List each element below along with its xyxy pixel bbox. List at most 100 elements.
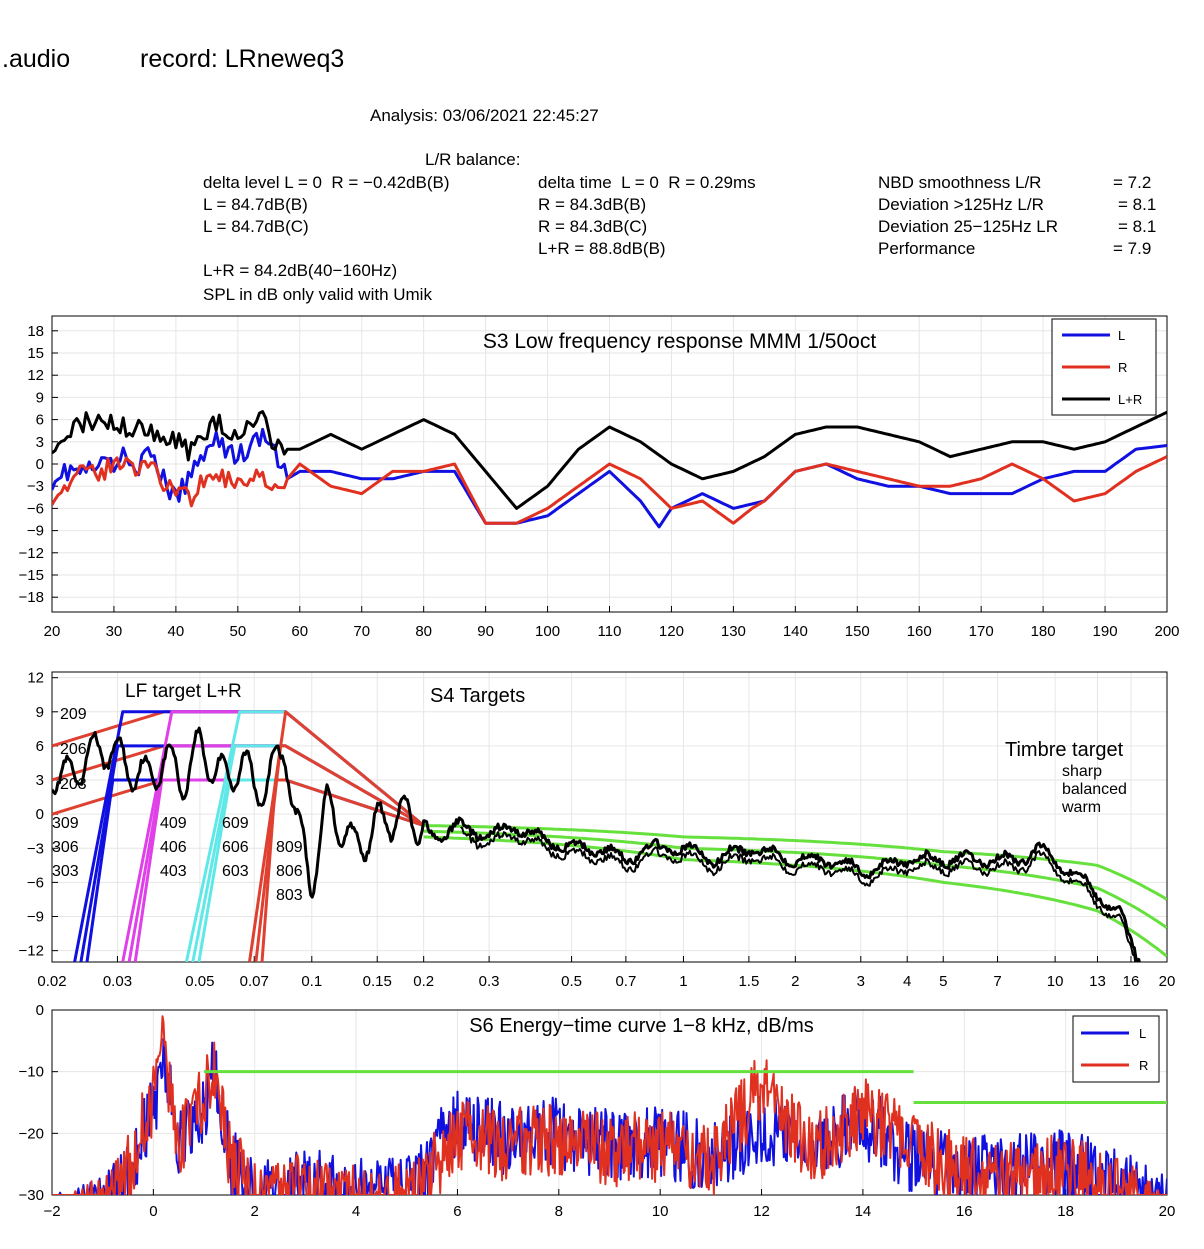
x-tick-label: 0.5 — [561, 973, 582, 990]
level-label-600: 609 — [222, 815, 249, 832]
rolloff-800 — [260, 778, 425, 962]
rolloff-800 — [254, 744, 425, 962]
x-tick-label: 0.2 — [413, 973, 434, 990]
series-line-lrplus — [52, 726, 1141, 962]
y-tick-label: −9 — [27, 523, 44, 540]
x-tick-label: 16 — [956, 1203, 973, 1220]
x-tick-label: 6 — [453, 1203, 461, 1220]
x-tick-label: 8 — [555, 1203, 563, 1220]
x-tick-label: 110 — [598, 623, 622, 640]
x-tick-label: 0.02 — [37, 973, 66, 990]
x-tick-label: 12 — [753, 1203, 770, 1220]
record-name: record: LRneweq3 — [140, 45, 345, 73]
col2-line: R = 84.3dB(C) — [538, 217, 648, 236]
y-tick-label: 3 — [36, 772, 44, 789]
y-tick-label: −30 — [19, 1187, 44, 1204]
y-tick-label: −6 — [27, 500, 44, 517]
lr-level: L+R = 84.2dB(40−160Hz) — [203, 261, 398, 280]
col1-line: L = 84.7dB(C) — [203, 217, 309, 236]
x-tick-label: −2 — [43, 1203, 60, 1220]
series-line-lrplus-alt — [460, 826, 1137, 962]
x-tick-label: 20 — [1159, 973, 1176, 990]
y-tick-label: 15 — [27, 345, 44, 362]
legend-label: R — [1139, 1058, 1148, 1073]
plot-border — [51, 671, 1168, 963]
series-line-r — [52, 1015, 1167, 1195]
timbre-balanced — [423, 829, 1167, 930]
y-tick-label: −15 — [19, 567, 44, 584]
y-tick-label: −9 — [27, 909, 44, 926]
chart-title: S6 Energy−time curve 1−8 kHz, dB/ms — [469, 1015, 814, 1037]
series-line-l — [52, 427, 1167, 529]
x-tick-label: 90 — [477, 623, 494, 640]
x-tick-label: 10 — [1047, 973, 1064, 990]
x-tick-label: 0.15 — [363, 973, 392, 990]
x-tick-label: 20 — [44, 623, 61, 640]
y-tick-label: 0 — [36, 1002, 44, 1019]
y-tick-label: 6 — [36, 738, 44, 755]
y-tick-label: 3 — [36, 434, 44, 451]
legend-label: L+R — [1118, 392, 1142, 407]
x-tick-label: 3 — [857, 973, 865, 990]
spl-note: SPL in dB only valid with Umik — [203, 285, 432, 304]
x-tick-label: 190 — [1093, 623, 1118, 640]
plot-frame — [51, 671, 1168, 963]
x-tick-label: 50 — [229, 623, 246, 640]
x-tick-label: 0.03 — [103, 973, 132, 990]
chart-title: S4 Targets — [430, 685, 525, 707]
lf-target-label: LF target L+R — [125, 681, 242, 702]
chart-title: S3 Low frequency response MMM 1/50oct — [483, 330, 877, 353]
x-tick-label: 0.07 — [240, 973, 269, 990]
y-tick-label: −3 — [27, 840, 44, 857]
y-tick-label: −10 — [19, 1064, 44, 1081]
level-label-400: 406 — [160, 839, 187, 856]
timbre-sharp — [423, 824, 1167, 901]
x-tick-label: 16 — [1123, 973, 1140, 990]
series-line-lplusr — [52, 410, 1167, 510]
x-tick-label: 0 — [149, 1203, 157, 1220]
x-tick-label: 150 — [845, 623, 870, 640]
level-label-200: 203 — [60, 776, 87, 793]
legend-label: L — [1139, 1026, 1146, 1041]
x-tick-label: 0.05 — [185, 973, 214, 990]
y-tick-label: −12 — [19, 943, 44, 960]
col1-line: delta level L = 0 R = −0.42dB(B) — [203, 173, 450, 192]
y-tick-label: −18 — [19, 589, 44, 606]
col2-line: R = 84.3dB(B) — [538, 195, 647, 214]
metric-value: = 8.1 — [1118, 195, 1157, 214]
x-tick-label: 20 — [1159, 1203, 1176, 1220]
level-label-300: 303 — [52, 863, 79, 880]
col2-line: L+R = 88.8dB(B) — [538, 239, 666, 258]
x-tick-label: 14 — [855, 1203, 872, 1220]
level-label-300: 309 — [52, 815, 79, 832]
y-tick-label: 9 — [36, 389, 44, 406]
x-tick-label: 130 — [721, 623, 746, 640]
level-label-600: 606 — [222, 839, 249, 856]
metric-label: NBD smoothness L/R — [878, 173, 1042, 192]
x-tick-label: 200 — [1154, 623, 1179, 640]
analysis-timestamp: Analysis: 03/06/2021 22:45:27 — [370, 106, 599, 125]
x-tick-label: 140 — [783, 623, 808, 640]
col2-line: delta time L = 0 R = 0.29ms — [538, 173, 756, 192]
x-tick-label: 170 — [969, 623, 994, 640]
x-tick-label: 80 — [415, 623, 432, 640]
x-tick-label: 100 — [535, 623, 560, 640]
x-tick-label: 4 — [903, 973, 911, 990]
y-tick-label: −20 — [19, 1125, 44, 1142]
x-tick-label: 18 — [1057, 1203, 1074, 1220]
y-tick-label: −6 — [27, 874, 44, 891]
metric-value: = 8.1 — [1118, 217, 1157, 236]
x-tick-label: 2 — [251, 1203, 259, 1220]
level-label-400: 403 — [160, 863, 187, 880]
level-label-800: 809 — [276, 839, 303, 856]
col1-line: L = 84.7dB(B) — [203, 195, 308, 214]
x-tick-label: 0.3 — [479, 973, 500, 990]
x-tick-label: 4 — [352, 1203, 360, 1220]
y-tick-label: 18 — [27, 323, 44, 340]
y-tick-label: 6 — [36, 412, 44, 429]
x-tick-label: 0.7 — [615, 973, 636, 990]
x-tick-label: 5 — [939, 973, 947, 990]
x-tick-label: 2 — [791, 973, 799, 990]
y-tick-label: −3 — [27, 478, 44, 495]
